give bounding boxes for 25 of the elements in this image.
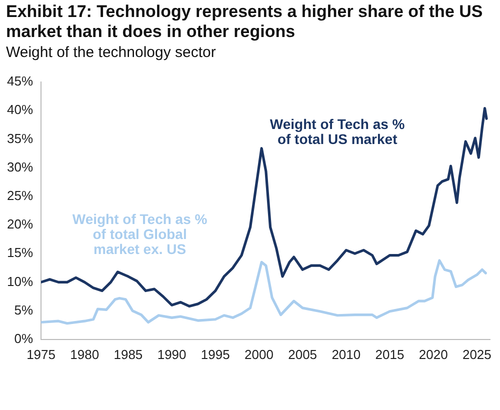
y-tick-label: 45% (6, 74, 34, 89)
x-tick-label: 2025 (462, 346, 492, 362)
x-tick-label: 1980 (70, 346, 100, 362)
y-tick-label: 0% (14, 330, 34, 346)
x-tick-label: 1975 (26, 346, 56, 362)
chart-title: Exhibit 17: Technology represents a higher share of the US market than it does in other regions (6, 2, 484, 42)
text: Weight of Tech as % of total Global market ex. US (72, 211, 208, 258)
y-tick-label: 25% (6, 188, 34, 203)
y-tick-label: 5% (14, 302, 34, 318)
y-tick-label: 10% (6, 274, 34, 289)
y-tick-label: 40% (6, 102, 34, 118)
x-tick-label: 1990 (157, 346, 186, 362)
x-tick-label: 1985 (114, 346, 143, 362)
y-tick-label: 20% (6, 216, 34, 232)
x-tick-label: 2015 (375, 346, 404, 362)
series-label: Weight of Tech as % of total US market (270, 116, 406, 147)
chart-subtitle: Weight of the technology sector (6, 44, 216, 61)
y-tick-label: 35% (6, 130, 34, 146)
y-tick-label: 15% (6, 245, 34, 260)
x-tick-label: 2010 (332, 346, 361, 362)
y-tick-label: 30% (6, 159, 34, 174)
x-tick-label: 2005 (288, 346, 318, 362)
x-tick-label: 2020 (418, 346, 448, 362)
x-tick-label: 1995 (200, 346, 230, 362)
x-tick-label: 2000 (244, 346, 274, 362)
